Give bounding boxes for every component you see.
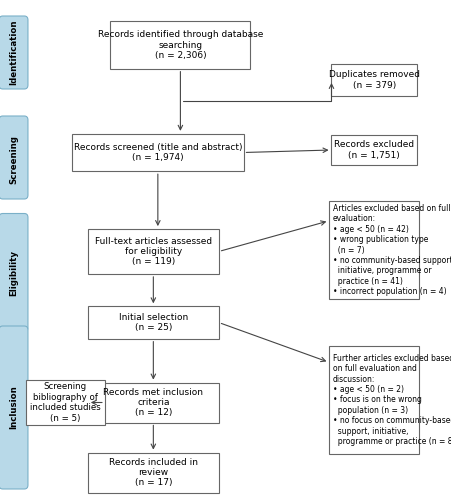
Text: Records excluded
(n = 1,751): Records excluded (n = 1,751) bbox=[334, 140, 414, 160]
Text: Screening
bibliography of
included studies
(n = 5): Screening bibliography of included studi… bbox=[30, 382, 101, 422]
Bar bbox=[26, 380, 105, 425]
Bar bbox=[88, 306, 219, 339]
FancyBboxPatch shape bbox=[0, 116, 28, 199]
Bar bbox=[72, 134, 244, 171]
FancyBboxPatch shape bbox=[0, 16, 28, 89]
Text: Initial selection
(n = 25): Initial selection (n = 25) bbox=[119, 313, 188, 332]
Bar bbox=[331, 64, 417, 96]
Bar bbox=[88, 452, 219, 492]
Bar bbox=[88, 382, 219, 422]
Text: Records identified through database
searching
(n = 2,306): Records identified through database sear… bbox=[98, 30, 263, 60]
Text: Inclusion: Inclusion bbox=[9, 386, 18, 430]
Text: Screening: Screening bbox=[9, 136, 18, 184]
FancyBboxPatch shape bbox=[0, 214, 28, 332]
Bar bbox=[329, 346, 419, 454]
Bar bbox=[331, 135, 417, 165]
FancyBboxPatch shape bbox=[0, 326, 28, 489]
Text: Duplicates removed
(n = 379): Duplicates removed (n = 379) bbox=[329, 70, 420, 90]
Text: Records included in
review
(n = 17): Records included in review (n = 17) bbox=[109, 458, 198, 488]
Text: Records met inclusion
criteria
(n = 12): Records met inclusion criteria (n = 12) bbox=[103, 388, 203, 418]
Text: Full-text articles assessed
for eligibility
(n = 119): Full-text articles assessed for eligibil… bbox=[95, 236, 212, 266]
Text: Articles excluded based on full
evaluation:
• age < 50 (n = 42)
• wrong publicat: Articles excluded based on full evaluati… bbox=[333, 204, 451, 296]
Text: Further articles excluded based
on full evaluation and
discussion:
• age < 50 (n: Further articles excluded based on full … bbox=[333, 354, 451, 446]
Bar bbox=[110, 21, 250, 68]
Bar bbox=[329, 202, 419, 299]
Bar bbox=[88, 229, 219, 274]
Text: Records screened (title and abstract)
(n = 1,974): Records screened (title and abstract) (n… bbox=[74, 143, 242, 162]
Text: Eligibility: Eligibility bbox=[9, 250, 18, 296]
Text: Identification: Identification bbox=[9, 20, 18, 85]
